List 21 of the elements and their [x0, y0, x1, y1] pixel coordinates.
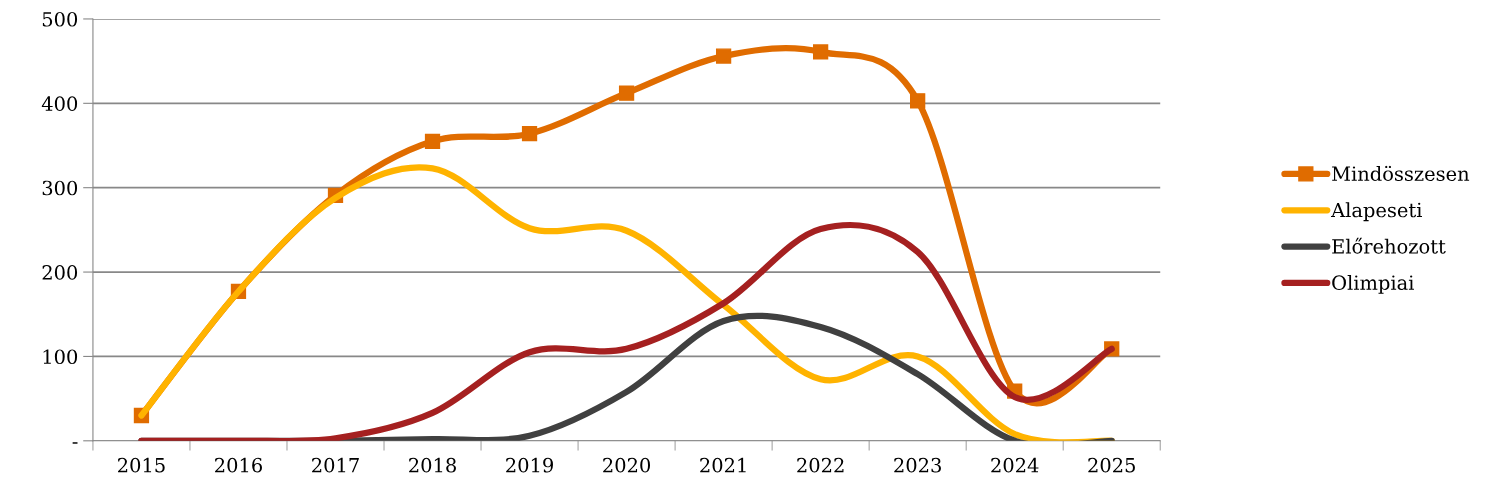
legend-label: Mindösszesen	[1332, 165, 1470, 182]
y-tick-label: 500	[42, 11, 78, 27]
y-tick-label: 200	[42, 265, 78, 280]
x-tick-label: 2020	[603, 457, 651, 473]
x-tick-label: 2017	[312, 457, 359, 473]
x-tick-label: 2018	[409, 457, 456, 473]
y-tick-label: 300	[42, 180, 78, 196]
y-tick-label: 400	[41, 96, 78, 111]
legend-label: Alapeseti	[1331, 202, 1422, 222]
x-tick-label: 2021	[700, 457, 746, 473]
y-tick-label: -	[72, 442, 78, 444]
x-tick-label: 2023	[894, 457, 941, 473]
x-tick-label: 2016	[215, 457, 262, 473]
x-tick-label: 2019	[506, 457, 553, 473]
x-tick-label: 2022	[797, 457, 844, 473]
x-tick-label: 2015	[118, 457, 165, 473]
legend-label: Előrehozott	[1332, 237, 1446, 254]
y-tick-label: 100	[43, 349, 78, 365]
x-tick-label: 2024	[991, 457, 1039, 473]
legend-label: Olimpiai	[1332, 274, 1414, 294]
x-tick-label: 2025	[1088, 457, 1135, 473]
